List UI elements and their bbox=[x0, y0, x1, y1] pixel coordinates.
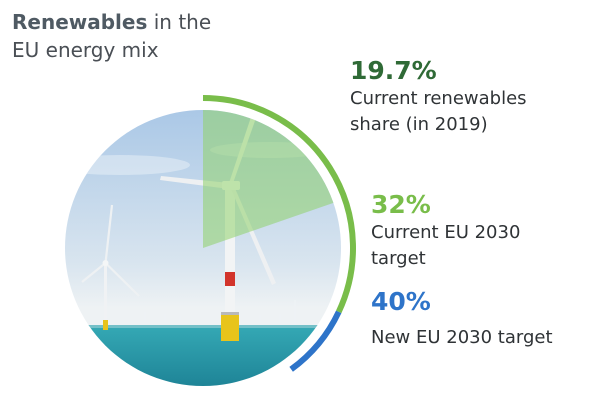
small-turbines bbox=[144, 300, 296, 325]
stat-current-value: 19.7% bbox=[350, 56, 437, 85]
stat-target-2030-value: 32% bbox=[371, 190, 431, 219]
new-target-arc bbox=[289, 310, 342, 372]
stat-target-2030-desc-line2: target bbox=[371, 248, 426, 269]
wind-farm-photo bbox=[65, 110, 341, 386]
stat-current: 19.7% Current renewables share (in 2019) bbox=[350, 56, 527, 138]
stat-new-target-desc: New EU 2030 target bbox=[371, 327, 553, 348]
title-line2: EU energy mix bbox=[12, 38, 159, 62]
stat-current-desc-line2: share (in 2019) bbox=[350, 114, 488, 135]
title-rest: in the bbox=[147, 10, 212, 34]
target-2030-arc bbox=[202, 95, 356, 314]
chart-title: Renewables in the EU energy mix bbox=[12, 8, 211, 64]
current-share-wedge bbox=[203, 110, 341, 248]
stat-new-target-value: 40% bbox=[371, 287, 431, 316]
share-wedges bbox=[203, 110, 341, 248]
target-arcs bbox=[202, 95, 356, 372]
stat-target-2030: 32% Current EU 2030 target bbox=[371, 190, 520, 272]
stat-target-2030-desc-line1: Current EU 2030 bbox=[371, 222, 521, 243]
stat-new-target: 40% New EU 2030 target bbox=[371, 287, 553, 351]
stat-current-desc-line1: Current renewables bbox=[350, 88, 527, 109]
title-bold: Renewables bbox=[12, 10, 148, 34]
left-wind-turbine-icon bbox=[81, 204, 140, 330]
